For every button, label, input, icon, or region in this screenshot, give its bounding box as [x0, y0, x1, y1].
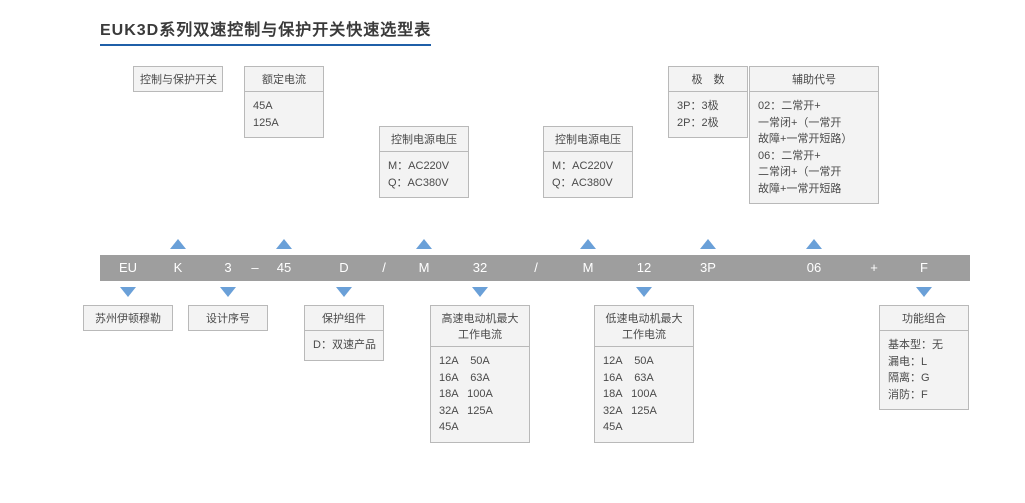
arrow-poles — [700, 239, 716, 249]
box-poles: 极 数3P：3极 2P：2极 — [668, 66, 748, 138]
code-seg-d: D — [324, 255, 364, 281]
box-head-aux: 辅助代号 — [750, 67, 878, 92]
arrow-mfr — [120, 287, 136, 297]
arrow-rated — [276, 239, 292, 249]
box-head-prot: 保护组件 — [305, 306, 383, 331]
box-lspeed: 低速电动机最大 工作电流12A 50A 16A 63A 18A 100A 32A… — [594, 305, 694, 443]
box-head-volt1: 控制电源电压 — [380, 127, 468, 152]
box-head-ctrlprot: 控制与保护开关 — [134, 67, 222, 91]
code-seg-eu: EU — [108, 255, 148, 281]
arrow-prot — [336, 287, 352, 297]
box-head-lspeed: 低速电动机最大 工作电流 — [595, 306, 693, 347]
code-seg-m1: M — [404, 255, 444, 281]
arrow-func — [916, 287, 932, 297]
code-seg-v32: 32 — [460, 255, 500, 281]
box-func: 功能组合基本型：无 漏电：L 隔离：G 消防：F — [879, 305, 969, 410]
box-head-poles: 极 数 — [669, 67, 747, 92]
box-head-mfr: 苏州伊顿穆勒 — [84, 306, 172, 330]
box-head-volt2: 控制电源电压 — [544, 127, 632, 152]
code-seg-p3p: 3P — [688, 255, 728, 281]
box-prot: 保护组件D：双速产品 — [304, 305, 384, 361]
arrow-aux — [806, 239, 822, 249]
arrow-lspeed — [636, 287, 652, 297]
code-seg-sl2: / — [516, 255, 556, 281]
box-body-func: 基本型：无 漏电：L 隔离：G 消防：F — [880, 331, 968, 409]
code-seg-v06: 06 — [794, 255, 834, 281]
page-title: EUK3D系列双速控制与保护开关快速选型表 — [100, 16, 431, 46]
code-seg-v12: 12 — [624, 255, 664, 281]
box-body-volt2: M：AC220V Q：AC380V — [544, 152, 632, 197]
code-seg-plus: + — [854, 255, 894, 281]
arrow-design — [220, 287, 236, 297]
code-seg-fortyfive: 45 — [264, 255, 304, 281]
box-body-lspeed: 12A 50A 16A 63A 18A 100A 32A 125A 45A — [595, 347, 693, 442]
box-aux: 辅助代号02：二常开+ 一常闭+（一常开 故障+一常开短路） 06：二常开+ 二… — [749, 66, 879, 204]
box-head-hspeed: 高速电动机最大 工作电流 — [431, 306, 529, 347]
arrow-volt2 — [580, 239, 596, 249]
code-bar: EUK3–45D/M32/M123P06+F — [100, 255, 970, 281]
code-seg-m2: M — [568, 255, 608, 281]
arrow-volt1 — [416, 239, 432, 249]
box-mfr: 苏州伊顿穆勒 — [83, 305, 173, 331]
box-hspeed: 高速电动机最大 工作电流12A 50A 16A 63A 18A 100A 32A… — [430, 305, 530, 443]
code-seg-sl1: / — [364, 255, 404, 281]
box-body-prot: D：双速产品 — [305, 331, 383, 360]
box-body-rated: 45A 125A — [245, 92, 323, 137]
box-ctrlprot: 控制与保护开关 — [133, 66, 223, 92]
code-seg-f: F — [904, 255, 944, 281]
box-rated: 额定电流45A 125A — [244, 66, 324, 138]
box-volt2: 控制电源电压M：AC220V Q：AC380V — [543, 126, 633, 198]
box-head-func: 功能组合 — [880, 306, 968, 331]
box-body-poles: 3P：3极 2P：2极 — [669, 92, 747, 137]
box-body-hspeed: 12A 50A 16A 63A 18A 100A 32A 125A 45A — [431, 347, 529, 442]
arrow-ctrlprot — [170, 239, 186, 249]
box-body-volt1: M：AC220V Q：AC380V — [380, 152, 468, 197]
box-design: 设计序号 — [188, 305, 268, 331]
box-body-aux: 02：二常开+ 一常闭+（一常开 故障+一常开短路） 06：二常开+ 二常闭+（… — [750, 92, 878, 203]
code-seg-k: K — [158, 255, 198, 281]
box-head-design: 设计序号 — [189, 306, 267, 330]
box-head-rated: 额定电流 — [245, 67, 323, 92]
arrow-hspeed — [472, 287, 488, 297]
box-volt1: 控制电源电压M：AC220V Q：AC380V — [379, 126, 469, 198]
